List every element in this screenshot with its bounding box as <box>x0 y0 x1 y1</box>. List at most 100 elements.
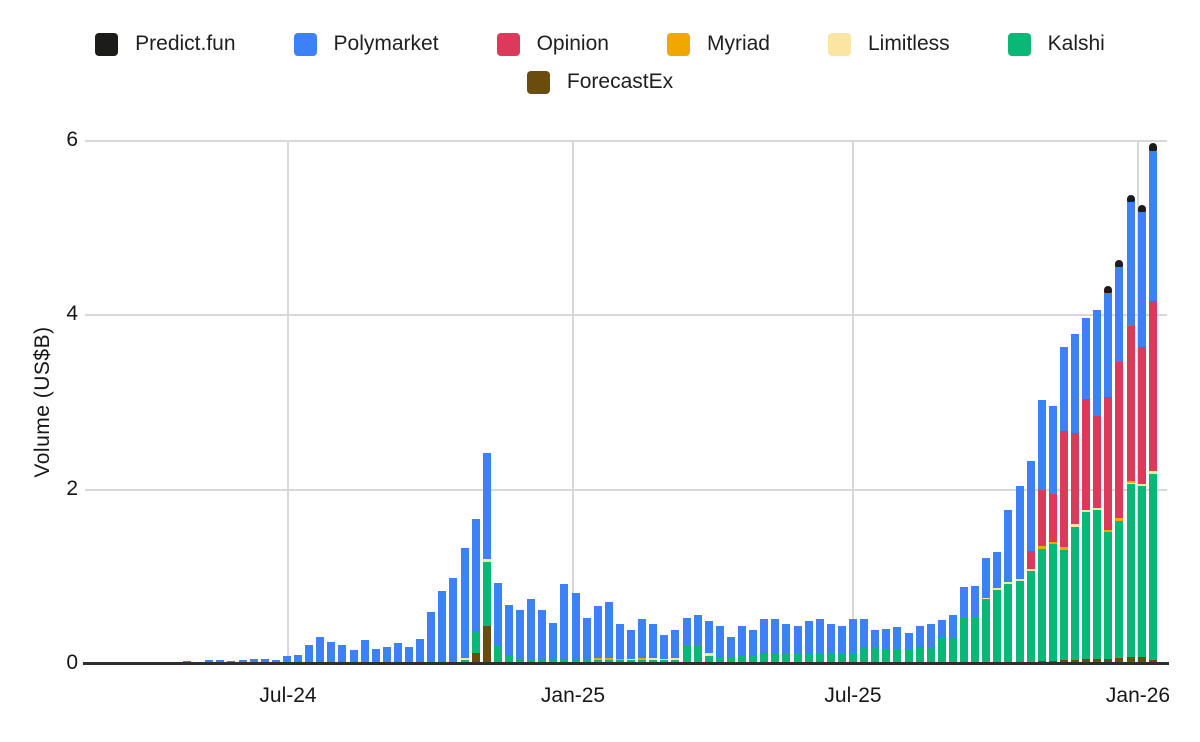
bar-week-39[interactable] <box>615 623 624 663</box>
bar-segment-opinion[interactable] <box>1093 416 1102 508</box>
bar-segment-kalshi[interactable] <box>504 656 513 663</box>
bar-segment-forecastex[interactable] <box>1093 658 1102 663</box>
bar-segment-kalshi[interactable] <box>837 652 846 663</box>
bar-segment-polymarket[interactable] <box>516 609 524 659</box>
bar-segment-limitless[interactable] <box>1148 471 1157 474</box>
bar-segment-limitless[interactable] <box>1093 507 1102 511</box>
bar-segment-kalshi[interactable] <box>1026 570 1035 663</box>
bar-segment-polymarket[interactable] <box>749 629 758 657</box>
bar-segment-kalshi[interactable] <box>671 659 680 663</box>
bar-segment-polymarket[interactable] <box>294 655 302 663</box>
bar-segment-polymarket[interactable] <box>638 619 647 658</box>
bar-segment-limitless[interactable] <box>649 657 658 660</box>
bar-segment-polymarket[interactable] <box>460 547 469 658</box>
bar-week-19[interactable] <box>393 642 402 663</box>
bar-segment-kalshi[interactable] <box>1082 512 1091 659</box>
bar-week-31[interactable] <box>527 598 536 663</box>
bar-segment-polymarket[interactable] <box>1104 292 1113 398</box>
bar-segment-polymarket[interactable] <box>860 618 869 649</box>
bar-segment-polymarket[interactable] <box>416 638 425 663</box>
bar-week-65[interactable] <box>904 632 913 663</box>
bar-segment-kalshi[interactable] <box>1048 544 1057 662</box>
bar-segment-polymarket[interactable] <box>504 604 513 657</box>
bar-segment-polymarket[interactable] <box>760 619 769 655</box>
bar-segment-polymarket[interactable] <box>815 619 824 653</box>
bar-segment-polymarket[interactable] <box>982 557 991 598</box>
bar-segment-kalshi[interactable] <box>638 659 647 663</box>
bar-segment-kalshi[interactable] <box>593 659 602 663</box>
bar-segment-polymarket[interactable] <box>1126 201 1135 326</box>
legend-item-opinion[interactable]: Opinion <box>496 32 609 56</box>
bar-week-24[interactable] <box>449 578 458 663</box>
bar-segment-kalshi[interactable] <box>604 659 613 663</box>
bar-week-61[interactable] <box>860 618 869 663</box>
bar-week-26[interactable] <box>471 519 480 663</box>
bar-segment-polymarket[interactable] <box>593 606 602 658</box>
bar-week-23[interactable] <box>438 590 447 663</box>
bar-week-56[interactable] <box>804 621 813 663</box>
bar-segment-limitless[interactable] <box>460 657 469 660</box>
bar-segment-kalshi[interactable] <box>871 647 880 663</box>
bar-segment-opinion[interactable] <box>1071 432 1079 525</box>
bar-segment-limitless[interactable] <box>993 588 1002 590</box>
bar-week-34[interactable] <box>560 583 569 663</box>
bar-segment-kalshi[interactable] <box>826 652 835 663</box>
bar-week-54[interactable] <box>782 623 791 663</box>
bar-segment-opinion[interactable] <box>1059 431 1068 548</box>
legend-item-limitless[interactable]: Limitless <box>827 32 950 56</box>
bar-week-46[interactable] <box>693 615 702 663</box>
bar-segment-predictfun[interactable] <box>1137 205 1146 213</box>
bar-segment-polymarket[interactable] <box>427 611 436 663</box>
bar-week-25[interactable] <box>460 547 469 663</box>
bar-week-27[interactable] <box>482 452 491 663</box>
legend-item-forecastex[interactable]: ForecastEx <box>526 70 673 94</box>
bar-segment-polymarket[interactable] <box>1137 212 1146 347</box>
bar-segment-myriad[interactable] <box>1104 529 1113 533</box>
bar-segment-polymarket[interactable] <box>405 647 413 663</box>
bar-segment-myriad[interactable] <box>1048 541 1057 545</box>
bar-segment-forecastex[interactable] <box>1059 660 1068 663</box>
bar-week-9[interactable] <box>282 656 291 663</box>
bar-segment-polymarket[interactable] <box>693 615 702 646</box>
bar-week-33[interactable] <box>549 622 558 663</box>
bar-segment-kalshi[interactable] <box>893 649 902 663</box>
bar-segment-polymarket[interactable] <box>971 586 980 617</box>
bar-week-53[interactable] <box>771 619 780 663</box>
bar-week-14[interactable] <box>338 644 347 663</box>
bar-segment-polymarket[interactable] <box>704 621 713 654</box>
bar-segment-polymarket[interactable] <box>1004 509 1013 582</box>
bar-week-55[interactable] <box>793 626 802 663</box>
bar-segment-kalshi[interactable] <box>482 561 491 627</box>
bar-week-7[interactable] <box>260 658 269 663</box>
bar-week-81[interactable] <box>1082 317 1091 663</box>
bar-week-83[interactable] <box>1104 285 1113 663</box>
bar-segment-polymarket[interactable] <box>1015 486 1024 580</box>
bar-segment-kalshi[interactable] <box>1015 581 1024 663</box>
bar-segment-kalshi[interactable] <box>993 589 1002 663</box>
bar-segment-opinion[interactable] <box>1026 551 1035 569</box>
bar-segment-forecastex[interactable] <box>482 626 491 663</box>
bar-segment-polymarket[interactable] <box>682 617 691 646</box>
bar-week-63[interactable] <box>882 629 891 663</box>
bar-week-48[interactable] <box>715 626 724 663</box>
legend-item-kalshi[interactable]: Kalshi <box>1007 32 1105 56</box>
bar-segment-opinion[interactable] <box>1137 346 1146 485</box>
bar-week-17[interactable] <box>371 649 380 663</box>
bar-segment-polymarket[interactable] <box>948 615 957 638</box>
bar-segment-polymarket[interactable] <box>660 635 669 659</box>
bar-segment-polymarket[interactable] <box>671 629 680 658</box>
bar-segment-kalshi[interactable] <box>471 630 480 654</box>
bar-segment-polymarket[interactable] <box>904 632 913 650</box>
bar-segment-predictfun[interactable] <box>1104 285 1113 293</box>
bar-segment-kalshi[interactable] <box>615 660 624 663</box>
bar-week-52[interactable] <box>760 619 769 663</box>
bar-segment-kalshi[interactable] <box>660 660 669 663</box>
bar-week-49[interactable] <box>726 636 735 663</box>
legend-item-predict-fun[interactable]: Predict.fun <box>95 32 236 56</box>
bar-segment-polymarket[interactable] <box>271 659 280 663</box>
bar-segment-polymarket[interactable] <box>627 629 635 659</box>
bar-week-8[interactable] <box>271 659 280 663</box>
bar-week-62[interactable] <box>871 629 880 663</box>
bar-segment-kalshi[interactable] <box>782 654 791 663</box>
bar-week-51[interactable] <box>749 629 758 663</box>
